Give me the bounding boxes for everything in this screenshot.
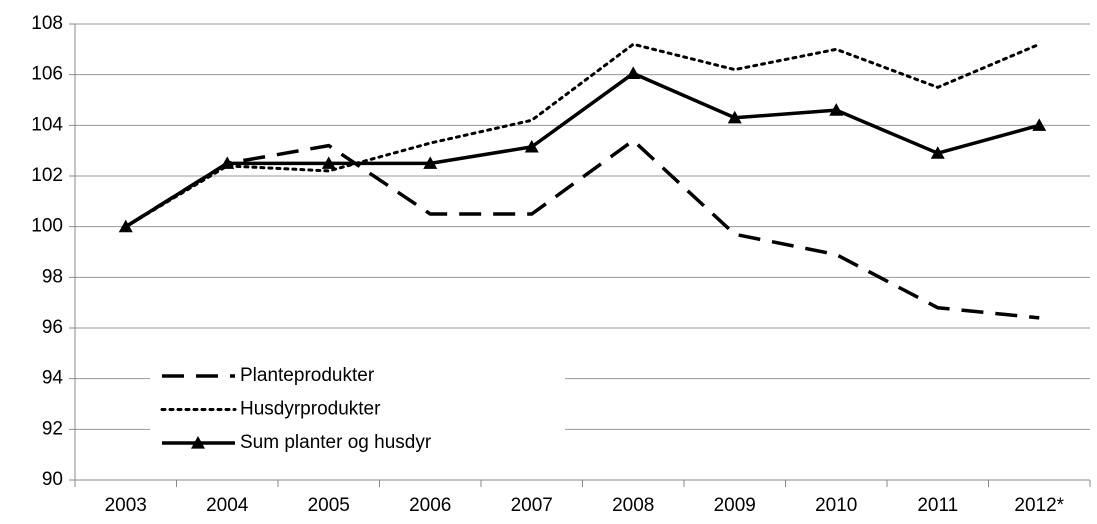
y-tick-label: 94 bbox=[42, 368, 64, 389]
y-tick-label: 106 bbox=[31, 64, 63, 85]
point-marker bbox=[220, 156, 235, 169]
x-tick-label: 2003 bbox=[105, 495, 147, 516]
y-tick-label: 102 bbox=[31, 165, 63, 186]
legend-marker bbox=[191, 436, 205, 449]
point-marker bbox=[118, 219, 133, 233]
x-tick-label: 2005 bbox=[308, 495, 350, 516]
legend-label: Sum planter og husdyr bbox=[240, 432, 432, 453]
point-marker bbox=[829, 103, 844, 116]
x-tick-label: 2008 bbox=[612, 495, 654, 516]
legend-label: Planteprodukter bbox=[240, 365, 375, 386]
y-tick-label: 90 bbox=[42, 469, 63, 490]
series-line bbox=[124, 42, 1041, 229]
point-marker bbox=[321, 156, 336, 169]
point-marker bbox=[930, 146, 945, 159]
y-tick-label: 108 bbox=[31, 13, 63, 34]
x-tick-label: 2007 bbox=[511, 495, 553, 516]
point-marker bbox=[727, 110, 742, 124]
x-tick-label: 2009 bbox=[714, 495, 756, 516]
y-tick-label: 104 bbox=[31, 114, 63, 135]
x-tick-label: 2012* bbox=[1014, 495, 1064, 516]
legend-label: Husdyrprodukter bbox=[240, 399, 381, 420]
x-tick-label: 2010 bbox=[815, 495, 857, 516]
point-marker bbox=[626, 66, 641, 79]
series-line bbox=[124, 71, 1040, 229]
series-line bbox=[124, 138, 1040, 320]
y-tick-label: 98 bbox=[42, 266, 63, 287]
x-tick-label: 2011 bbox=[917, 495, 958, 516]
y-tick-label: 92 bbox=[42, 418, 63, 439]
point-marker bbox=[1032, 118, 1047, 131]
x-tick-label: 2006 bbox=[409, 495, 451, 516]
x-tick-label: 2004 bbox=[206, 495, 249, 516]
y-tick-label: 100 bbox=[31, 216, 63, 237]
point-marker bbox=[524, 139, 539, 153]
point-marker bbox=[423, 156, 438, 169]
y-tick-label: 96 bbox=[42, 317, 63, 338]
